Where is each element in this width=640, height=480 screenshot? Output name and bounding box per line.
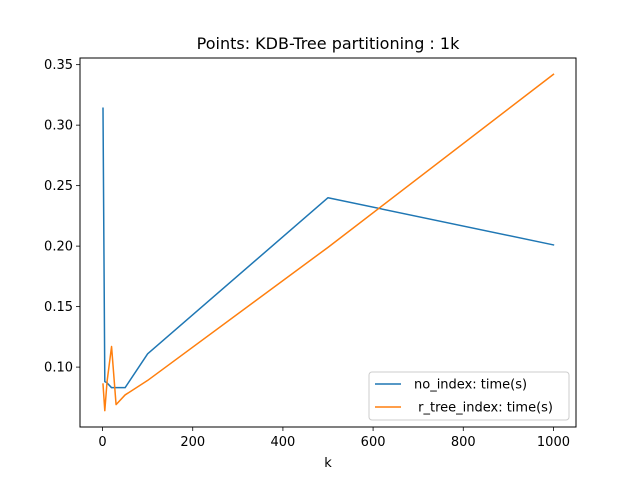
x-tick-label: 600 — [361, 435, 386, 450]
plot-area — [102, 73, 555, 412]
axes-frame — [79, 57, 577, 428]
y-tick-label: 0.15 — [44, 300, 73, 315]
x-tick-label: 400 — [270, 435, 295, 450]
legend-box — [368, 371, 570, 421]
y-tick-label: 0.10 — [44, 361, 73, 376]
chart-title: Points: KDB-Tree partitioning : 1k — [197, 34, 460, 53]
x-tick-label: 1000 — [537, 435, 570, 450]
y-tick-label: 0.20 — [44, 240, 73, 255]
series-line-0 — [102, 107, 555, 389]
x-tick-label: 0 — [98, 435, 106, 450]
x-tick-label: 800 — [451, 435, 476, 450]
y-tick-label: 0.30 — [44, 119, 73, 134]
legend-label-1: r_tree_index: time(s) — [414, 401, 553, 416]
y-tick-label: 0.25 — [44, 179, 73, 194]
legend: no_index: time(s) r_tree_index: time(s) — [368, 371, 570, 421]
series-line-1 — [102, 73, 555, 412]
y-tick-label: 0.35 — [44, 58, 73, 73]
x-axis-label: k — [324, 456, 332, 471]
x-tick-label: 200 — [180, 435, 205, 450]
axis-ticks: 0 200 400 600 800 1000 0.10 0.15 0.20 0.25 0.30 0.3… — [44, 58, 570, 450]
legend-label-0: no_index: time(s) — [414, 378, 527, 393]
